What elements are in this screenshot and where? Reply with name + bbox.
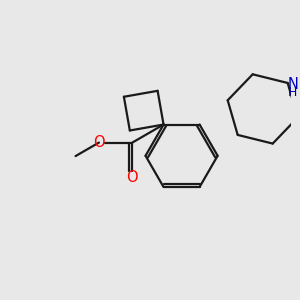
Text: O: O: [127, 170, 138, 185]
Text: H: H: [288, 86, 298, 99]
Text: O: O: [93, 135, 105, 150]
Text: N: N: [287, 77, 298, 92]
